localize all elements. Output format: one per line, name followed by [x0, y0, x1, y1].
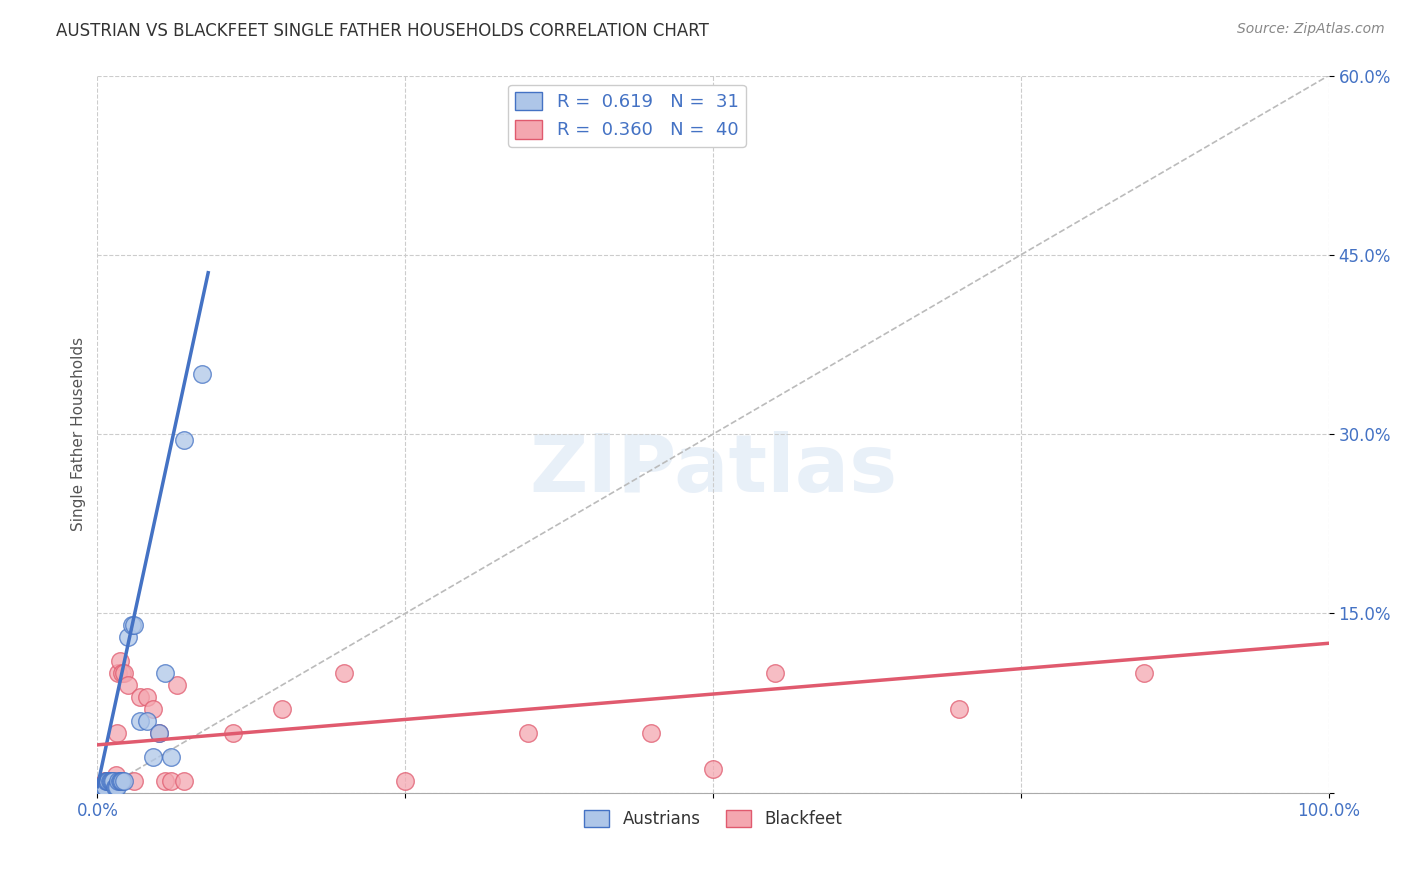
Point — [191, 368, 214, 382]
Point — [129, 714, 152, 728]
Point — [96, 773, 118, 788]
Point — [153, 666, 176, 681]
Point — [105, 726, 128, 740]
Point — [111, 666, 134, 681]
Point — [94, 773, 117, 788]
Point — [87, 783, 110, 797]
Point — [97, 773, 120, 788]
Point — [160, 773, 183, 788]
Point — [124, 618, 146, 632]
Point — [148, 726, 170, 740]
Point — [105, 780, 128, 794]
Point — [114, 666, 136, 681]
Point — [89, 782, 111, 797]
Point — [89, 780, 111, 794]
Point — [129, 690, 152, 704]
Point — [173, 433, 195, 447]
Point — [108, 654, 131, 668]
Point — [121, 618, 143, 632]
Point — [107, 666, 129, 681]
Point — [160, 749, 183, 764]
Point — [702, 762, 724, 776]
Point — [114, 773, 136, 788]
Legend: Austrians, Blackfeet: Austrians, Blackfeet — [578, 803, 848, 835]
Y-axis label: Single Father Households: Single Father Households — [72, 337, 86, 531]
Point — [148, 726, 170, 740]
Point — [111, 773, 134, 788]
Point — [153, 773, 176, 788]
Point — [90, 780, 112, 794]
Point — [142, 749, 165, 764]
Point — [394, 773, 416, 788]
Point — [517, 726, 540, 740]
Point — [93, 773, 115, 788]
Point — [93, 780, 115, 794]
Point — [117, 630, 139, 644]
Point — [135, 714, 157, 728]
Point — [103, 773, 125, 788]
Point — [104, 780, 127, 794]
Point — [173, 773, 195, 788]
Point — [124, 773, 146, 788]
Point — [110, 773, 132, 788]
Point — [96, 773, 118, 788]
Point — [97, 773, 120, 788]
Point — [166, 678, 188, 692]
Point — [222, 726, 245, 740]
Point — [1133, 666, 1156, 681]
Point — [103, 773, 125, 788]
Point — [101, 773, 124, 788]
Point — [94, 773, 117, 788]
Point — [104, 773, 127, 788]
Point — [98, 773, 121, 788]
Text: Source: ZipAtlas.com: Source: ZipAtlas.com — [1237, 22, 1385, 37]
Point — [100, 773, 122, 788]
Point — [107, 773, 129, 788]
Point — [91, 780, 114, 794]
Point — [135, 690, 157, 704]
Point — [93, 780, 115, 794]
Point — [332, 666, 354, 681]
Text: ZIPatlas: ZIPatlas — [529, 431, 897, 509]
Point — [93, 776, 115, 790]
Point — [90, 780, 112, 794]
Point — [101, 773, 124, 788]
Point — [98, 773, 121, 788]
Text: AUSTRIAN VS BLACKFEET SINGLE FATHER HOUSEHOLDS CORRELATION CHART: AUSTRIAN VS BLACKFEET SINGLE FATHER HOUS… — [56, 22, 709, 40]
Point — [763, 666, 786, 681]
Point — [948, 702, 970, 716]
Point — [271, 702, 294, 716]
Point — [104, 768, 127, 782]
Point — [104, 780, 127, 794]
Point — [117, 678, 139, 692]
Point — [108, 773, 131, 788]
Point — [142, 702, 165, 716]
Point — [91, 780, 114, 794]
Point — [640, 726, 662, 740]
Point — [100, 780, 122, 794]
